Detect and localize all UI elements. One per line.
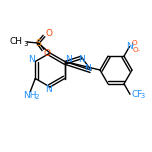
Text: N: N	[126, 42, 133, 51]
Text: N: N	[79, 55, 85, 64]
Text: N: N	[28, 55, 35, 64]
Text: N: N	[85, 64, 91, 73]
Text: CF: CF	[132, 90, 143, 99]
Text: N: N	[45, 85, 51, 93]
Text: NH: NH	[24, 91, 37, 100]
Text: 2: 2	[35, 94, 39, 100]
Text: 3: 3	[23, 40, 28, 47]
Text: O: O	[132, 40, 137, 46]
Text: CH: CH	[9, 36, 22, 45]
Text: O: O	[132, 47, 138, 53]
Text: S: S	[35, 38, 41, 47]
Text: N: N	[65, 55, 72, 64]
Text: -: -	[138, 49, 140, 54]
Text: O: O	[45, 29, 52, 38]
Text: 3: 3	[140, 93, 145, 99]
Text: +: +	[130, 43, 134, 48]
Text: O: O	[44, 48, 51, 57]
